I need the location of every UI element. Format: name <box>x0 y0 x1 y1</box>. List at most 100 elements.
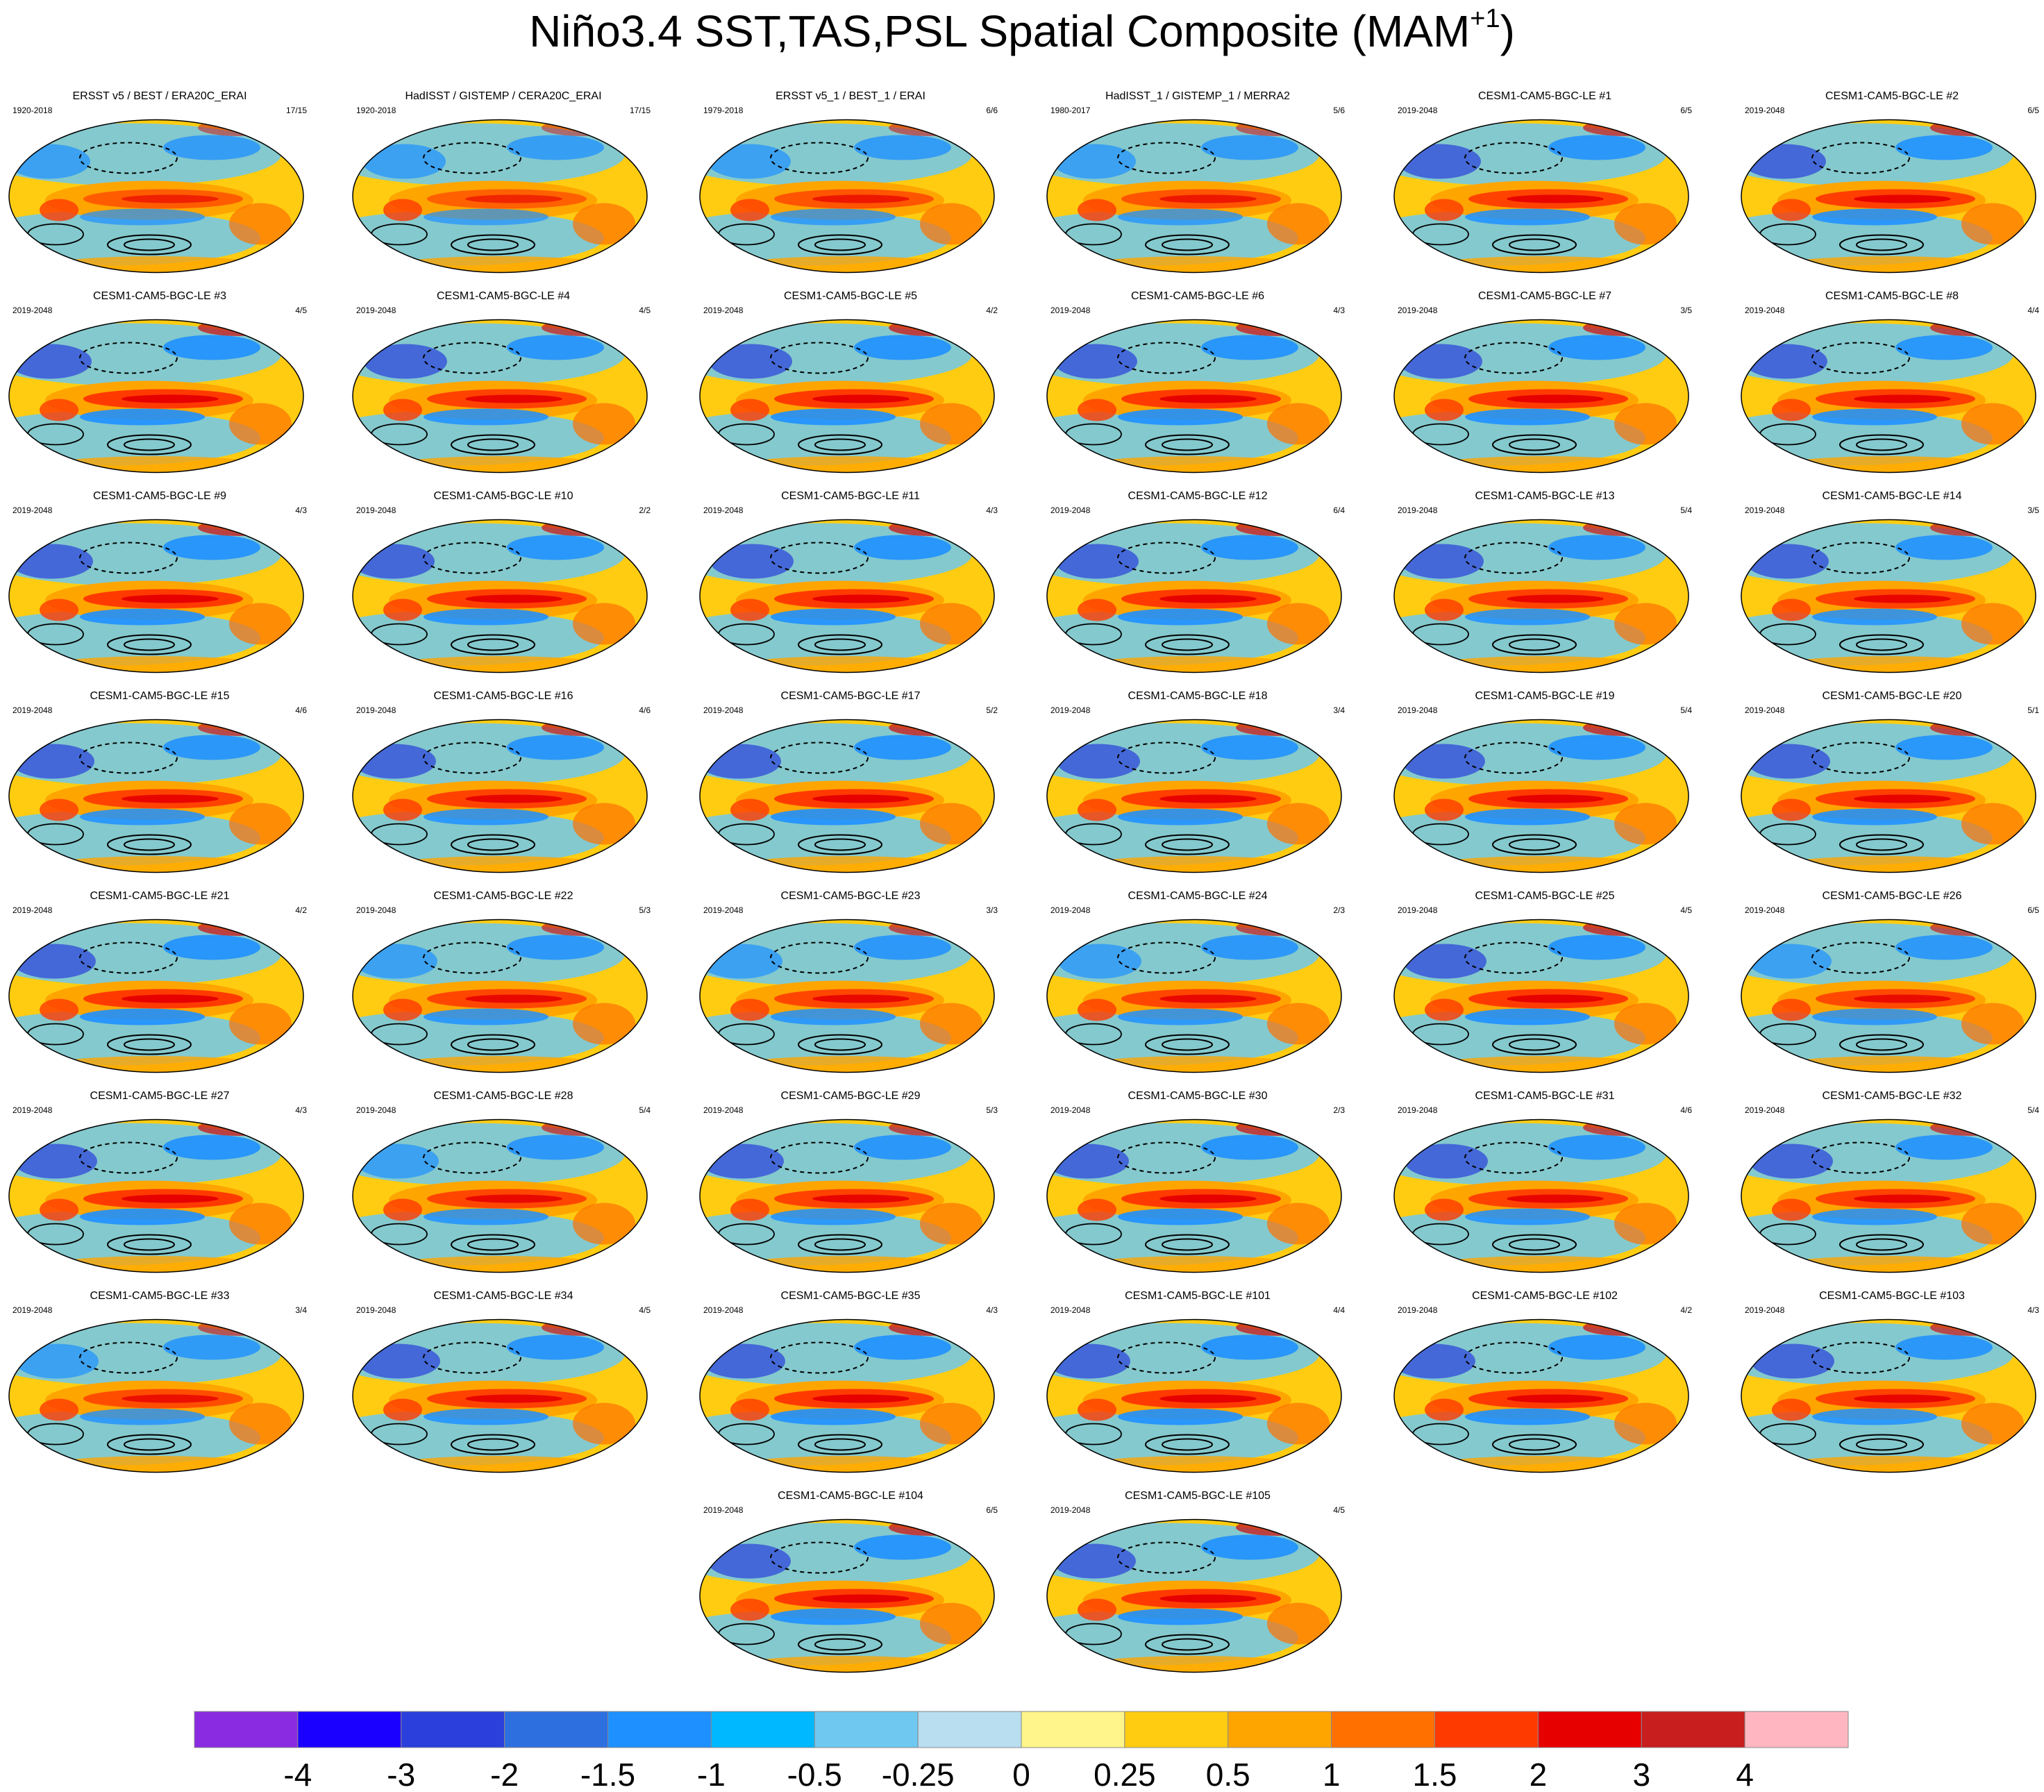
map-plot <box>1741 1119 2036 1273</box>
map-plot <box>8 719 304 873</box>
panel-event-count: 5/6 <box>1333 106 1345 115</box>
map-panel: CESM1-CAM5-BGC-LE #27 2019-2048 4/3 <box>7 1090 312 1278</box>
panel-years: 2019-2048 <box>12 1305 53 1315</box>
map-panel: CESM1-CAM5-BGC-LE #103 2019-2048 4/3 <box>1739 1290 2044 1477</box>
indian-ocean-warm-patch <box>40 199 78 221</box>
south-atlantic-warm-patch <box>920 1402 982 1445</box>
south-atlantic-warm-patch <box>229 803 292 845</box>
psl-contour <box>798 1034 882 1055</box>
north-atlantic-cool-patch <box>507 535 604 560</box>
south-tropical-cool-arc <box>1812 208 1937 226</box>
panel-title: CESM1-CAM5-BGC-LE #16 <box>433 690 573 702</box>
psl-contour <box>1145 1034 1230 1055</box>
map-outline <box>1046 1318 1342 1473</box>
map-outline <box>352 319 648 474</box>
psl-contour-inner <box>124 838 175 851</box>
nino-strong-core <box>1159 194 1257 203</box>
psl-contour-dashed <box>79 342 178 374</box>
north-atlantic-cool-patch <box>1548 735 1645 760</box>
nino-strong-core <box>122 794 219 803</box>
map-plot <box>1393 119 1689 274</box>
panel-title: HadISST / GISTEMP / CERA20C_ERAI <box>405 90 602 102</box>
nino-strong-core <box>465 394 562 403</box>
indian-ocean-warm-patch <box>40 1198 78 1221</box>
south-tropical-cool-arc <box>1812 1208 1937 1225</box>
psl-contour <box>451 234 535 256</box>
psl-contour-dashed <box>423 1341 521 1374</box>
south-atlantic-warm-patch <box>1267 1602 1330 1645</box>
psl-contour-inner <box>124 238 175 251</box>
panel-years: 2019-2048 <box>12 705 53 715</box>
panel-title: CESM1-CAM5-BGC-LE #5 <box>783 290 918 302</box>
psl-contour <box>451 634 535 655</box>
nino-strong-core <box>1507 594 1604 603</box>
south-tropical-cool-arc <box>1812 1408 1937 1425</box>
nino-strong-core <box>812 994 910 1003</box>
south-tropical-cool-arc <box>424 1208 548 1225</box>
colorbar-tick-label: -4 <box>283 1757 312 1791</box>
north-atlantic-cool-patch <box>163 135 260 160</box>
panel-event-count: 5/3 <box>986 1105 998 1115</box>
psl-contour-inner <box>467 238 519 251</box>
map-plot <box>352 719 648 873</box>
nino-strong-core <box>1854 1394 1951 1403</box>
psl-contour-inner <box>1162 238 1213 251</box>
south-tropical-cool-arc <box>1812 608 1937 626</box>
eurasia-cool-patch <box>353 544 435 579</box>
panel-title: CESM1-CAM5-BGC-LE #7 <box>1477 290 1612 302</box>
south-atlantic-warm-patch <box>1614 1402 1677 1445</box>
map-outline <box>352 1119 648 1273</box>
map-outline <box>1046 119 1342 274</box>
psl-contour-dashed <box>1117 542 1216 574</box>
psl-contour-inner <box>467 638 519 651</box>
panel-event-count: 4/5 <box>1680 905 1692 915</box>
panel-years: 2019-2048 <box>703 305 744 315</box>
psl-contour-dashed <box>770 941 869 974</box>
south-tropical-cool-arc <box>771 1408 896 1425</box>
eurasia-cool-patch <box>355 1144 439 1179</box>
panel-title: CESM1-CAM5-BGC-LE #35 <box>780 1290 921 1302</box>
map-panel: CESM1-CAM5-BGC-LE #22 2019-2048 5/3 <box>351 890 656 1078</box>
map-panel: CESM1-CAM5-BGC-LE #32 2019-2048 5/4 <box>1739 1090 2044 1278</box>
psl-contour-inner <box>1509 1038 1560 1051</box>
eurasia-cool-patch <box>1747 744 1830 779</box>
map-outline <box>8 519 304 673</box>
panel-event-count: 3/3 <box>986 905 998 915</box>
north-atlantic-cool-patch <box>507 935 604 960</box>
eurasia-cool-patch <box>1744 344 1827 379</box>
panel-title: CESM1-CAM5-BGC-LE #30 <box>1128 1090 1268 1102</box>
indian-ocean-warm-patch <box>1425 598 1464 621</box>
panel-years: 2019-2048 <box>12 1105 53 1115</box>
psl-contour <box>1145 1434 1230 1455</box>
colorbar-swatch <box>194 1711 299 1748</box>
psl-contour-dashed <box>770 742 869 774</box>
psl-contour-inner <box>467 1038 519 1051</box>
map-plot <box>8 319 304 474</box>
nino-strong-core <box>465 794 562 803</box>
colorbar-tick-label: 3 <box>1632 1757 1650 1791</box>
psl-contour-dashed <box>1811 1141 1910 1174</box>
panel-years: 2019-2048 <box>356 705 396 715</box>
panel-title: CESM1-CAM5-BGC-LE #14 <box>1822 490 1962 502</box>
panel-title: CESM1-CAM5-BGC-LE #6 <box>1130 290 1265 302</box>
map-outline <box>699 719 995 873</box>
map-panel: CESM1-CAM5-BGC-LE #26 2019-2048 6/5 <box>1739 890 2044 1078</box>
psl-contour-inner <box>1856 1038 1907 1051</box>
indian-ocean-warm-patch <box>1425 199 1464 221</box>
panel-years: 2019-2048 <box>1050 905 1091 915</box>
panel-years: 2019-2048 <box>1398 305 1438 315</box>
south-atlantic-warm-patch <box>573 803 635 845</box>
psl-contour-dashed <box>1464 342 1563 374</box>
psl-contour-dashed <box>770 1341 869 1374</box>
panel-event-count: 6/6 <box>986 106 998 115</box>
map-panel: CESM1-CAM5-BGC-LE #13 2019-2048 5/4 <box>1392 490 1698 678</box>
colorbar-swatch <box>1124 1711 1229 1748</box>
south-tropical-cool-arc <box>424 808 548 826</box>
psl-contour <box>1492 634 1577 655</box>
panel-event-count: 3/4 <box>295 1305 307 1315</box>
map-panel: CESM1-CAM5-BGC-LE #15 2019-2048 4/6 <box>7 690 312 878</box>
map-panel: CESM1-CAM5-BGC-LE #4 2019-2048 4/5 <box>351 290 656 478</box>
indian-ocean-warm-patch <box>1772 1198 1811 1221</box>
north-atlantic-cool-patch <box>1895 1334 1993 1360</box>
south-tropical-cool-arc <box>1465 1208 1590 1225</box>
